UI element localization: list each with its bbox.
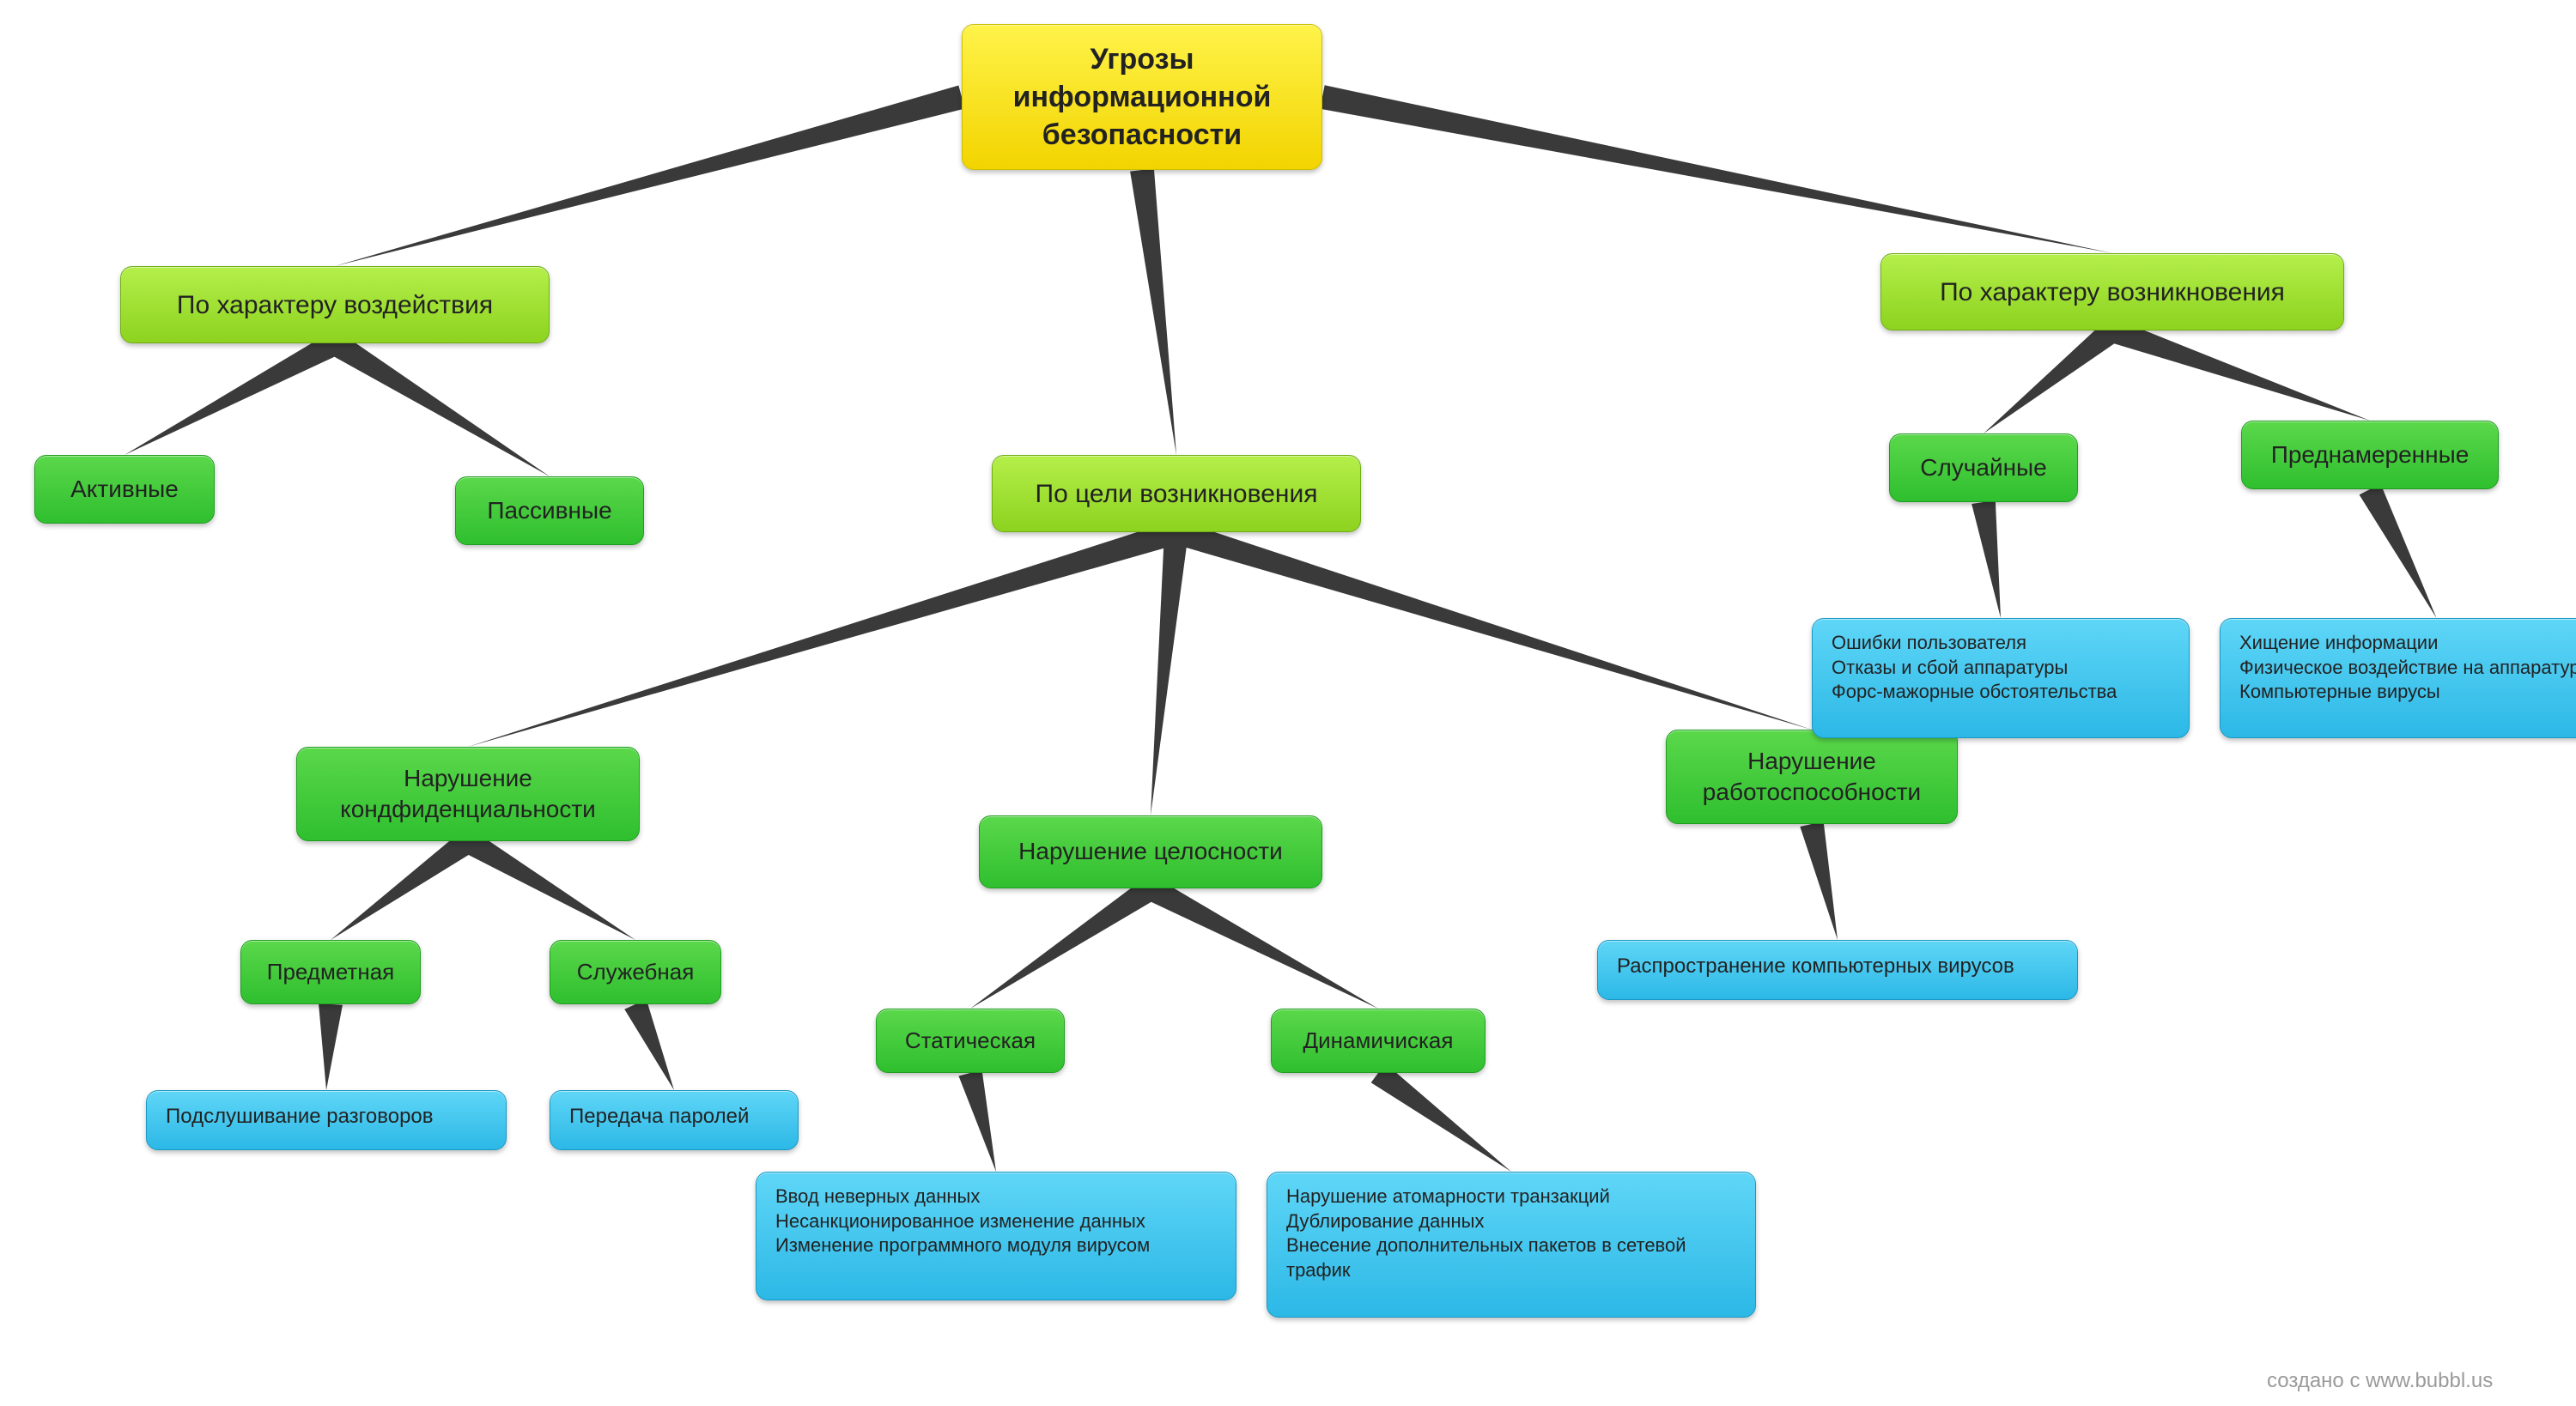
node-static_leaf[interactable]: Ввод неверных данных Несанкционированное… xyxy=(756,1172,1236,1300)
edge-subj-eaves xyxy=(319,1003,343,1090)
node-random[interactable]: Случайные xyxy=(1889,433,2078,502)
edge-serv-pwd xyxy=(624,999,674,1090)
node-integ[interactable]: Нарушение целоcности xyxy=(979,815,1322,888)
edge-root-origin xyxy=(1320,85,2112,253)
edge-origin-random xyxy=(1984,321,2120,433)
node-root[interactable]: Угрозы информационной безопасности xyxy=(962,24,1322,170)
edge-dynamic-dynamic_leaf xyxy=(1371,1064,1511,1172)
edge-origin-intent xyxy=(2108,319,2370,421)
edge-random-random_leaf xyxy=(1971,500,2001,618)
edge-goal-avail xyxy=(1173,521,1812,730)
edge-root-goal xyxy=(1130,168,1176,455)
node-impact[interactable]: По характеру воздействия xyxy=(120,266,550,343)
node-passive[interactable]: Пассивные xyxy=(455,476,644,545)
edge-integ-static xyxy=(970,878,1157,1009)
node-goal[interactable]: По цели возникновения xyxy=(992,455,1361,532)
mindmap-canvas: создано с www.bubbl.us Угрозы информацио… xyxy=(0,0,2576,1406)
edge-impact-passive xyxy=(329,333,550,476)
node-avail[interactable]: Нарушение работоспособности xyxy=(1666,730,1958,824)
edge-avail-avail_leaf xyxy=(1800,821,1838,940)
node-random_leaf[interactable]: Ошибки пользователя Отказы и сбой аппара… xyxy=(1812,618,2190,738)
node-serv[interactable]: Служебная xyxy=(550,940,721,1004)
edge-confid-subj xyxy=(331,832,475,940)
footer-credit: создано с www.bubbl.us xyxy=(2267,1369,2493,1393)
node-confid[interactable]: Нарушение кондфиденциальности xyxy=(296,747,640,841)
edge-impact-active xyxy=(125,333,341,455)
edge-confid-serv xyxy=(462,831,635,940)
node-dynamic[interactable]: Динамичиская xyxy=(1271,1009,1485,1073)
edge-intent-intent_leaf xyxy=(2360,484,2437,618)
edge-integ-dynamic xyxy=(1145,878,1378,1009)
node-eaves[interactable]: Подслушивание разговоров xyxy=(146,1090,507,1150)
node-intent_leaf[interactable]: Хищение информации Физическое воздействи… xyxy=(2220,618,2576,738)
node-intent[interactable]: Преднамеренные xyxy=(2241,421,2499,489)
node-subj[interactable]: Предметная xyxy=(240,940,421,1004)
node-active[interactable]: Активные xyxy=(34,455,215,524)
edge-goal-confid xyxy=(468,521,1180,747)
node-pwd[interactable]: Передача паролей xyxy=(550,1090,799,1150)
edge-static-static_leaf xyxy=(958,1070,996,1172)
node-static[interactable]: Статическая xyxy=(876,1009,1065,1073)
node-dynamic_leaf[interactable]: Нарушение атомарности транзакций Дублиро… xyxy=(1267,1172,1756,1318)
node-origin[interactable]: По характеру возникновения xyxy=(1880,253,2344,330)
node-avail_leaf[interactable]: Распространение компьютерных вирусов xyxy=(1597,940,2078,1000)
edge-root-impact xyxy=(335,85,965,266)
edge-goal-integ xyxy=(1151,531,1188,815)
